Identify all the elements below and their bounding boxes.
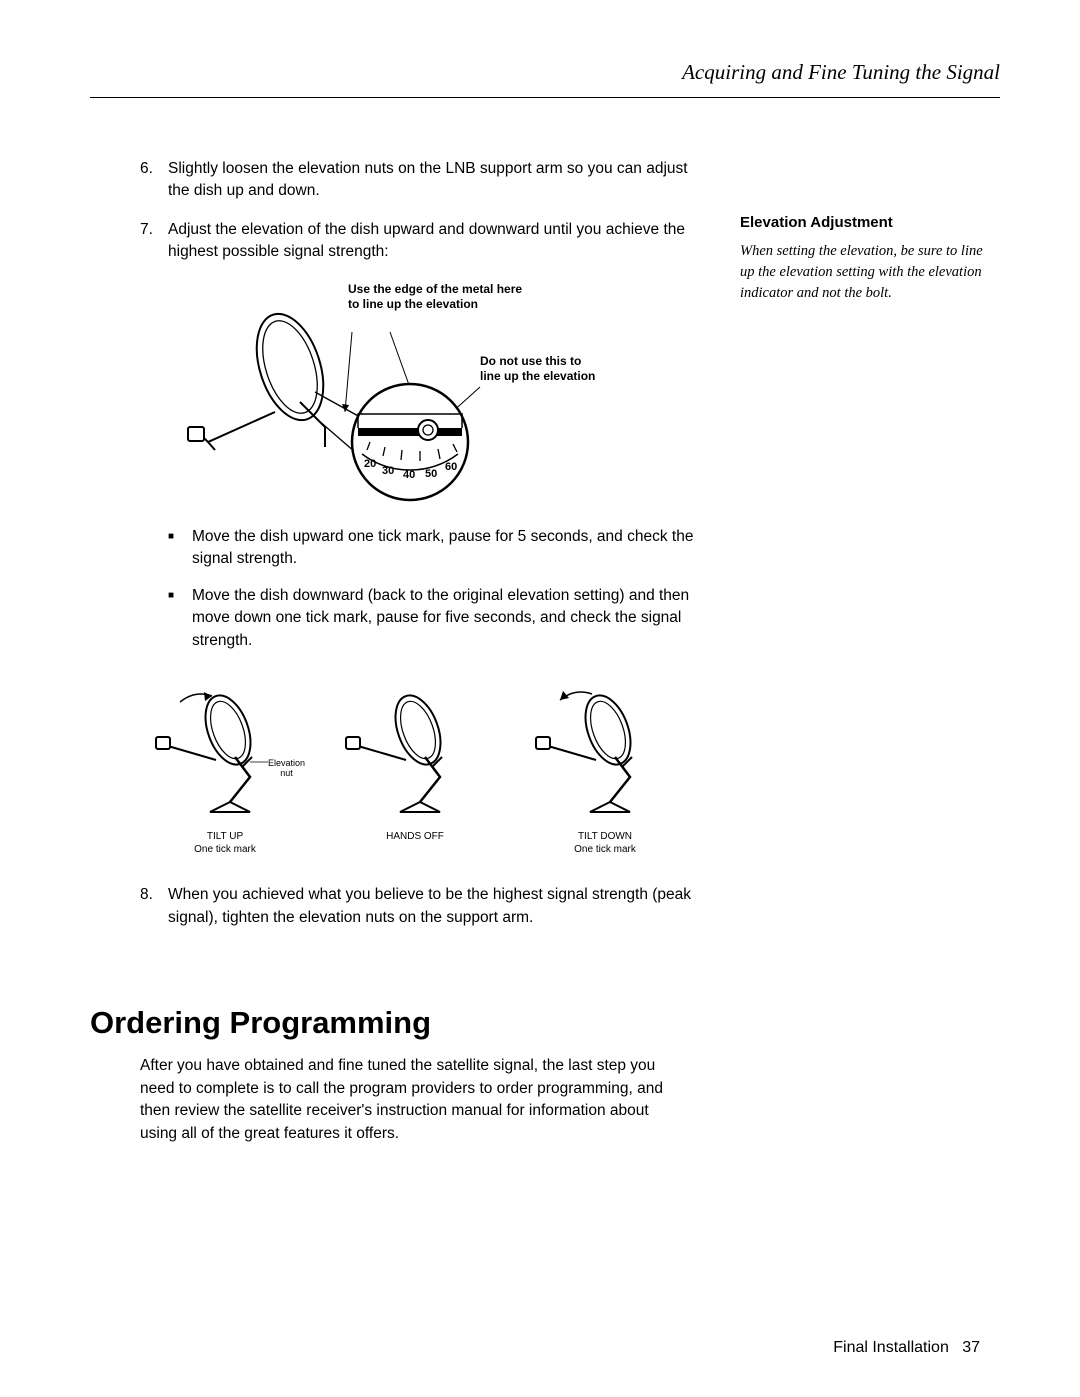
- page-header: Acquiring and Fine Tuning the Signal: [90, 60, 1000, 98]
- tick-50: 50: [425, 468, 437, 480]
- three-dish-figure: Elevation nut TILT UP One tick mark: [150, 682, 712, 856]
- sidebar-heading: Elevation Adjustment: [740, 214, 1000, 231]
- dish-closeup-svg: 20 30 40 50 60: [180, 292, 600, 502]
- elevation-closeup-figure: Use the edge of the metal here to line u…: [180, 282, 610, 502]
- caption-line-2: One tick mark: [574, 844, 636, 855]
- main-column: 6. Slightly loosen the elevation nuts on…: [140, 158, 712, 945]
- bullet-text: Move the dish downward (back to the orig…: [192, 585, 712, 652]
- section-heading-ordering: Ordering Programming: [90, 1005, 1000, 1041]
- elevation-nut-label: Elevation nut: [268, 758, 305, 778]
- tick-20: 20: [364, 458, 376, 470]
- footer-page-number: 37: [962, 1339, 980, 1356]
- content-columns: 6. Slightly loosen the elevation nuts on…: [90, 158, 1000, 945]
- step-text: Adjust the elevation of the dish upward …: [168, 219, 712, 264]
- tick-60: 60: [445, 461, 457, 473]
- page-footer: Final Installation 37: [833, 1339, 980, 1357]
- step-8: 8. When you achieved what you believe to…: [140, 884, 712, 929]
- step-7: 7. Adjust the elevation of the dish upwa…: [140, 219, 712, 264]
- caption-line-1: TILT DOWN: [578, 831, 632, 842]
- dish-svg-hands-off: [340, 682, 490, 822]
- tick-30: 30: [382, 465, 394, 477]
- dish-caption: TILT UP One tick mark: [150, 831, 300, 856]
- step-text: Slightly loosen the elevation nuts on th…: [168, 158, 712, 203]
- caption-line-1: TILT UP: [207, 831, 243, 842]
- dish-svg-tilt-down: [530, 682, 680, 822]
- step-text: When you achieved what you believe to be…: [168, 884, 712, 929]
- sidebar-column: Elevation Adjustment When setting the el…: [740, 158, 1000, 945]
- step-number: 8.: [140, 884, 168, 929]
- bullet-item: ■ Move the dish upward one tick mark, pa…: [168, 526, 712, 571]
- section-body-ordering: After you have obtained and fine tuned t…: [140, 1055, 680, 1145]
- dish-caption: TILT DOWN One tick mark: [530, 831, 680, 856]
- bullet-marker: ■: [168, 526, 192, 571]
- step-6: 6. Slightly loosen the elevation nuts on…: [140, 158, 712, 203]
- sub-bullets: ■ Move the dish upward one tick mark, pa…: [168, 526, 712, 652]
- sidebar-body: When setting the elevation, be sure to l…: [740, 241, 1000, 304]
- bullet-marker: ■: [168, 585, 192, 652]
- dish-svg-tilt-up: [150, 682, 300, 822]
- bullet-item: ■ Move the dish downward (back to the or…: [168, 585, 712, 652]
- tick-40: 40: [403, 469, 415, 481]
- dish-hands-off: HANDS OFF: [340, 682, 490, 856]
- bullet-text: Move the dish upward one tick mark, paus…: [192, 526, 712, 571]
- dish-tilt-down: TILT DOWN One tick mark: [530, 682, 680, 856]
- footer-chapter: Final Installation: [833, 1339, 949, 1356]
- dish-tilt-up: Elevation nut TILT UP One tick mark: [150, 682, 300, 856]
- dish-caption: HANDS OFF: [340, 831, 490, 856]
- step-number: 6.: [140, 158, 168, 203]
- step-number: 7.: [140, 219, 168, 264]
- caption-line-1: HANDS OFF: [386, 831, 444, 842]
- caption-line-2: One tick mark: [194, 844, 256, 855]
